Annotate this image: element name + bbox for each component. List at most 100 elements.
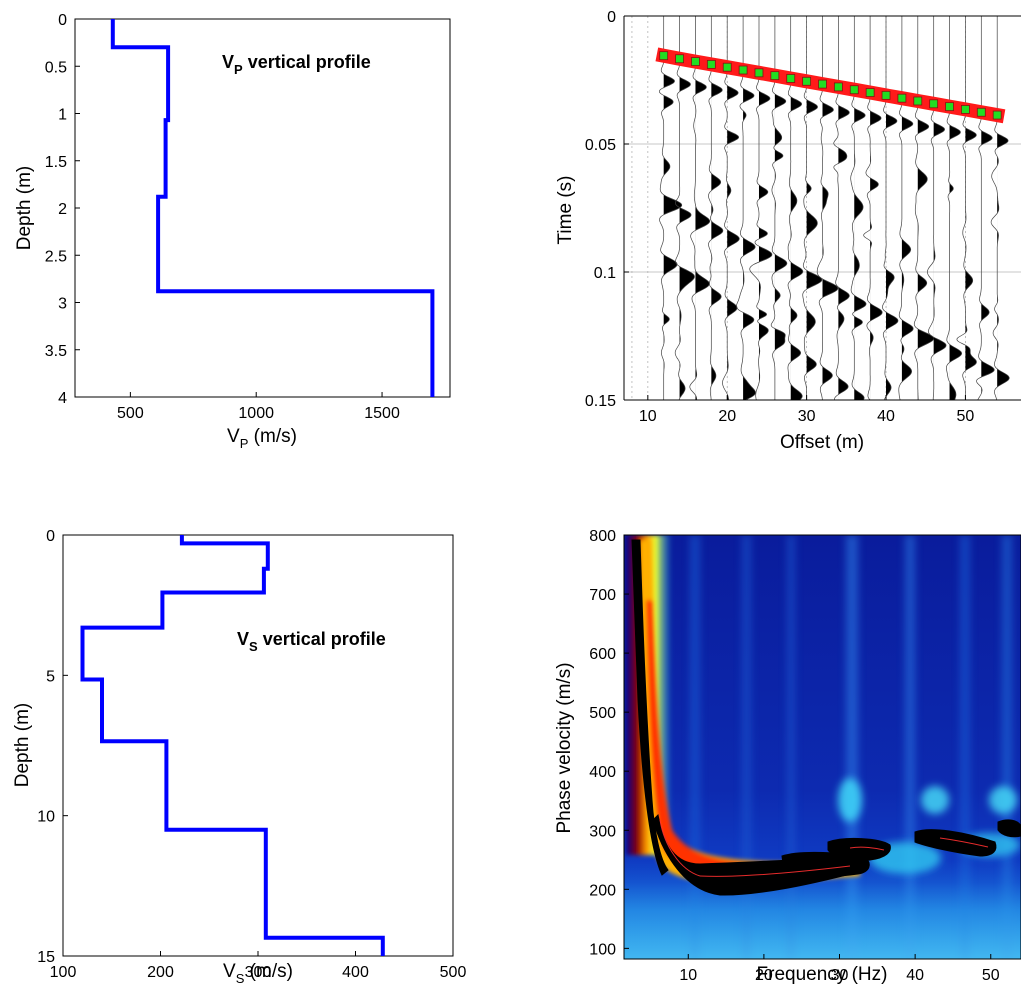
first-arrival-pick [945,102,954,112]
vs-ylabel: Depth (m) [12,703,33,787]
y-tick-label: 0 [58,12,67,29]
y-tick-label: 300 [589,823,616,840]
vs-xlabel: VS (m/s) [223,961,293,986]
trace-fill [886,16,898,400]
x-tick-label: 10 [639,408,657,425]
pick-band [655,47,1006,124]
x-tick-label: 30 [798,408,816,425]
y-tick-label: 0.05 [585,137,616,154]
trace-wiggle [882,16,899,400]
x-tick-label: 40 [877,408,895,425]
first-arrival-pick [722,62,732,72]
y-tick-label: 400 [589,764,616,781]
x-tick-label: 20 [755,967,773,984]
x-tick-label: 300 [245,964,272,981]
trace-wiggle [863,16,883,400]
x-tick-label: 100 [50,964,77,981]
trace-wiggle [659,16,683,400]
trace-fill [743,16,756,400]
first-arrival-pick [754,68,764,78]
x-tick-label: 1500 [364,405,400,422]
shot-gather-chart: 0 0.05 0.1 0.15 10 20 30 40 50 Offset (m) Time … [555,9,1021,453]
first-arrival-pick [992,110,1002,120]
y-tick-label: 500 [589,705,616,722]
trace-wiggle [689,16,711,400]
trace-wiggle [898,16,914,400]
first-arrival-pick [691,57,700,66]
y-tick-label: 800 [589,528,616,545]
vp-ylabel: Depth (m) [14,166,35,250]
shot-xlabel: Offset (m) [780,432,864,453]
first-arrival-pick [706,59,716,69]
plot-area [74,18,451,398]
y-tick-label: 600 [589,646,616,663]
first-arrival-pick [802,76,812,86]
y-tick-label: 1.5 [45,154,67,171]
trace-wiggle [736,16,756,400]
y-tick-label: 0.5 [45,59,67,76]
trace-fill [663,16,682,400]
trace-wiggle [946,16,962,400]
y-tick-label: 5 [46,668,55,685]
x-tick-label: 50 [982,967,1000,984]
x-tick-label: 500 [117,405,144,422]
x-tick-label: 1000 [238,405,274,422]
trace-fill [790,16,803,400]
trace-wiggle [708,16,724,400]
first-arrival-pick [849,85,859,95]
first-arrival-pick [881,90,891,100]
x-tick-label: 500 [440,964,467,981]
y-tick-label: 0.15 [585,393,616,410]
dispersion-ylabel: Phase velocity (m/s) [554,662,575,833]
y-tick-label: 4 [58,390,67,407]
first-arrival-pick [961,105,970,114]
y-tick-label: 15 [37,949,55,966]
first-arrival-pick [818,79,827,89]
y-tick-label: 100 [589,941,616,958]
y-tick-label: 3.5 [45,343,67,360]
trace-wiggle [674,16,695,400]
trace-wiggle [990,16,1010,400]
vp-profile-line [110,19,435,397]
first-arrival-pick [865,88,875,97]
first-arrival-pick [770,71,780,81]
dispersion-image-chart: 100 200 300 400 500 600 700 800 10 20 30 40 50 Freq… [554,528,1021,985]
trace-fill [965,16,977,400]
first-arrival-pick [913,96,923,106]
first-arrival-pick [929,99,939,109]
shot-ylabel: Time (s) [555,176,576,245]
x-tick-label: 400 [342,964,369,981]
trace-wiggle [749,16,773,400]
y-tick-label: 200 [589,882,616,899]
vp-profile-chart: 0 0.5 1 1.5 2 2.5 3 3.5 4 500 1000 1500 VP vertica… [14,12,451,451]
trace-wiggle [956,16,977,400]
y-tick-label: 0 [607,9,616,26]
first-arrival-pick [738,65,748,75]
x-tick-label: 10 [679,967,697,984]
vp-annotation: VP vertical profile [222,52,371,77]
vs-profile-line [80,535,385,956]
vs-annotation: VS vertical profile [237,629,386,654]
y-tick-label: 3 [58,296,67,313]
y-tick-label: 1 [58,107,67,124]
trace-fill [838,16,850,400]
x-tick-label: 50 [957,408,975,425]
y-tick-label: 2 [58,201,67,218]
first-arrival-pick [675,54,684,64]
trace-wiggle [722,16,740,400]
x-tick-label: 40 [906,967,924,984]
x-tick-label: 20 [718,408,736,425]
vp-xlabel: VP (m/s) [227,426,297,451]
first-arrival-pick [786,74,796,83]
first-arrival-pick [659,51,669,61]
vs-profile-chart: 0 5 10 15 100 200 300 400 500 VS vertical profi… [12,528,466,986]
x-tick-label: 30 [831,967,849,984]
x-tick-label: 200 [147,964,174,981]
trace-fill [854,16,867,400]
first-arrival-pick [976,107,986,117]
y-tick-label: 2.5 [45,248,67,265]
y-tick-label: 0 [46,528,55,545]
first-arrival-pick [833,82,843,92]
y-tick-label: 0.1 [594,265,616,282]
